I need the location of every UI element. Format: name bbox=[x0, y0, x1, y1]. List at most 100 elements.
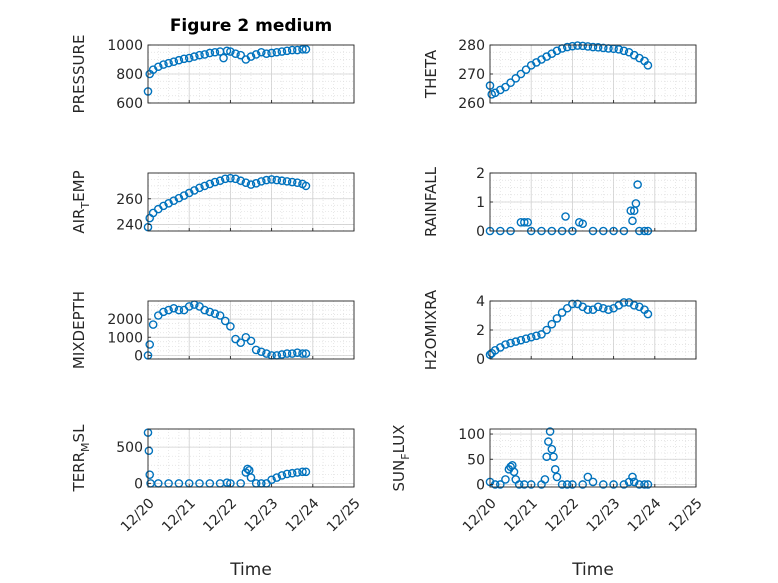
data-point bbox=[164, 305, 173, 315]
data-point bbox=[540, 475, 550, 484]
y-tick-label: 0 bbox=[134, 476, 143, 492]
data-point bbox=[236, 176, 245, 186]
data-point bbox=[506, 78, 515, 87]
data-point bbox=[552, 472, 562, 482]
axes-frame bbox=[147, 300, 355, 360]
data-point bbox=[599, 480, 608, 489]
data-point bbox=[195, 183, 204, 193]
data-point bbox=[287, 45, 297, 55]
data-point bbox=[293, 45, 302, 55]
data-point bbox=[246, 52, 256, 61]
data-point bbox=[243, 464, 252, 474]
data-point bbox=[557, 480, 567, 489]
data-point bbox=[205, 307, 215, 317]
data-point bbox=[549, 452, 558, 462]
data-point bbox=[604, 305, 613, 315]
data-point bbox=[550, 465, 560, 474]
y-tick-label: 240 bbox=[116, 218, 143, 234]
data-point bbox=[256, 347, 266, 357]
data-point bbox=[246, 336, 256, 346]
data-point bbox=[626, 206, 636, 215]
data-point bbox=[506, 338, 515, 348]
data-point bbox=[145, 340, 155, 349]
data-point bbox=[298, 349, 307, 358]
data-point bbox=[272, 175, 282, 185]
data-point bbox=[164, 198, 173, 208]
data-point bbox=[521, 334, 531, 344]
data-point bbox=[633, 180, 642, 189]
data-point bbox=[640, 480, 649, 489]
data-point bbox=[200, 181, 209, 191]
data-point bbox=[190, 52, 199, 61]
y-tick-label: 280 bbox=[458, 38, 485, 54]
data-point bbox=[231, 49, 240, 59]
data-point bbox=[544, 437, 553, 446]
data-point bbox=[219, 53, 228, 63]
axes-frame bbox=[489, 428, 697, 488]
data-point bbox=[282, 46, 292, 56]
data-point bbox=[231, 174, 240, 184]
x-axis-label: Time bbox=[229, 560, 272, 580]
data-point bbox=[145, 470, 155, 479]
y-tick-label: 1 bbox=[476, 195, 485, 211]
data-point bbox=[583, 42, 593, 51]
data-point bbox=[593, 43, 603, 52]
data-point bbox=[562, 303, 572, 313]
data-point bbox=[514, 480, 524, 489]
data-point bbox=[256, 177, 266, 186]
data-point bbox=[301, 349, 311, 358]
data-point bbox=[287, 468, 297, 478]
data-point bbox=[210, 47, 220, 57]
data-point bbox=[643, 309, 653, 319]
y-tick-label: 800 bbox=[116, 67, 143, 83]
y-axis-label: TERRMSL bbox=[70, 424, 92, 493]
data-point bbox=[205, 179, 215, 189]
data-point bbox=[236, 50, 245, 60]
data-point bbox=[282, 469, 292, 479]
data-point bbox=[552, 46, 562, 56]
data-point bbox=[205, 48, 215, 58]
data-point bbox=[298, 467, 307, 477]
y-tick-label: 0 bbox=[476, 477, 485, 493]
y-axis-label: THETA bbox=[422, 49, 440, 99]
data-point bbox=[573, 41, 582, 50]
axes-background bbox=[148, 429, 354, 487]
data-point bbox=[277, 47, 287, 56]
data-point bbox=[267, 48, 276, 58]
data-point bbox=[568, 299, 577, 309]
data-point bbox=[272, 473, 282, 482]
data-point bbox=[174, 55, 184, 65]
y-tick-label: 0 bbox=[134, 348, 143, 364]
y-tick-label: 2 bbox=[476, 166, 485, 182]
y-axis-label: MIXDEPTH bbox=[70, 291, 88, 369]
data-point bbox=[262, 349, 271, 358]
axes-frame bbox=[147, 172, 355, 232]
data-point bbox=[169, 303, 179, 313]
data-point bbox=[629, 301, 639, 310]
data-point bbox=[184, 302, 194, 311]
data-point bbox=[282, 177, 292, 186]
data-point bbox=[599, 303, 608, 313]
data-point bbox=[301, 45, 311, 54]
data-point bbox=[236, 338, 245, 347]
data-point bbox=[511, 337, 521, 346]
data-point bbox=[277, 176, 287, 186]
data-point bbox=[267, 175, 276, 184]
data-point bbox=[552, 314, 562, 323]
y-tick-label: 2000 bbox=[107, 312, 143, 328]
y-tick-label: 1000 bbox=[107, 330, 143, 346]
data-point bbox=[184, 188, 194, 198]
data-point bbox=[568, 41, 577, 51]
data-point bbox=[241, 178, 251, 187]
data-point bbox=[501, 340, 510, 349]
data-point bbox=[532, 331, 541, 341]
data-point bbox=[220, 174, 230, 184]
data-point bbox=[501, 82, 510, 92]
data-point bbox=[583, 472, 593, 482]
data-point bbox=[293, 348, 302, 357]
data-point bbox=[635, 480, 644, 489]
data-point bbox=[619, 480, 629, 489]
data-point bbox=[501, 475, 510, 484]
data-point bbox=[619, 46, 629, 56]
